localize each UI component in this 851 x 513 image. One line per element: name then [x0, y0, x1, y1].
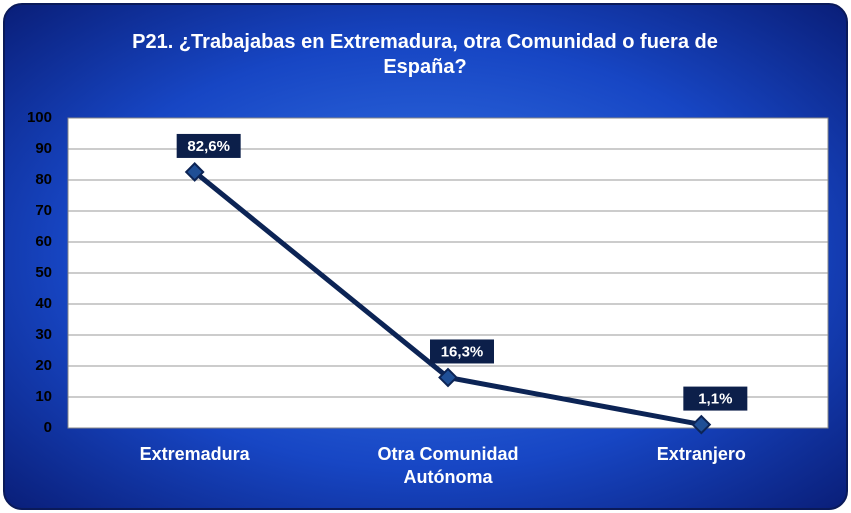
plot-border	[67, 117, 829, 429]
value-label-box	[683, 386, 748, 411]
marker	[184, 162, 205, 182]
marker	[691, 414, 712, 435]
value-label: 1,1%	[698, 391, 732, 408]
y-tick-label: 70	[35, 202, 52, 219]
y-tick-label: 90	[35, 140, 52, 157]
value-label: 16,3%	[441, 343, 484, 360]
x-tick-label: Extremadura	[139, 444, 250, 464]
y-tick-label: 20	[35, 357, 52, 374]
y-tick-label: 40	[35, 295, 52, 312]
y-tick-label: 80	[35, 171, 52, 188]
y-tick-label: 0	[44, 419, 52, 436]
y-tick-label: 100	[27, 109, 52, 126]
chart-title: P21. ¿Trabajabas en Extremadura, otra Co…	[132, 31, 718, 78]
value-label-box	[176, 133, 241, 158]
value-label: 82,6%	[187, 138, 230, 155]
value-label-box	[430, 339, 494, 364]
y-tick-label: 50	[35, 264, 52, 281]
marker	[438, 367, 458, 388]
x-tick-label: Otra Comunidad Autónoma	[377, 444, 519, 487]
y-tick-label: 30	[35, 326, 52, 343]
x-tick-label: Extranjero	[656, 444, 746, 464]
y-tick-label: 60	[35, 233, 52, 250]
y-tick-label: 10	[35, 388, 52, 405]
